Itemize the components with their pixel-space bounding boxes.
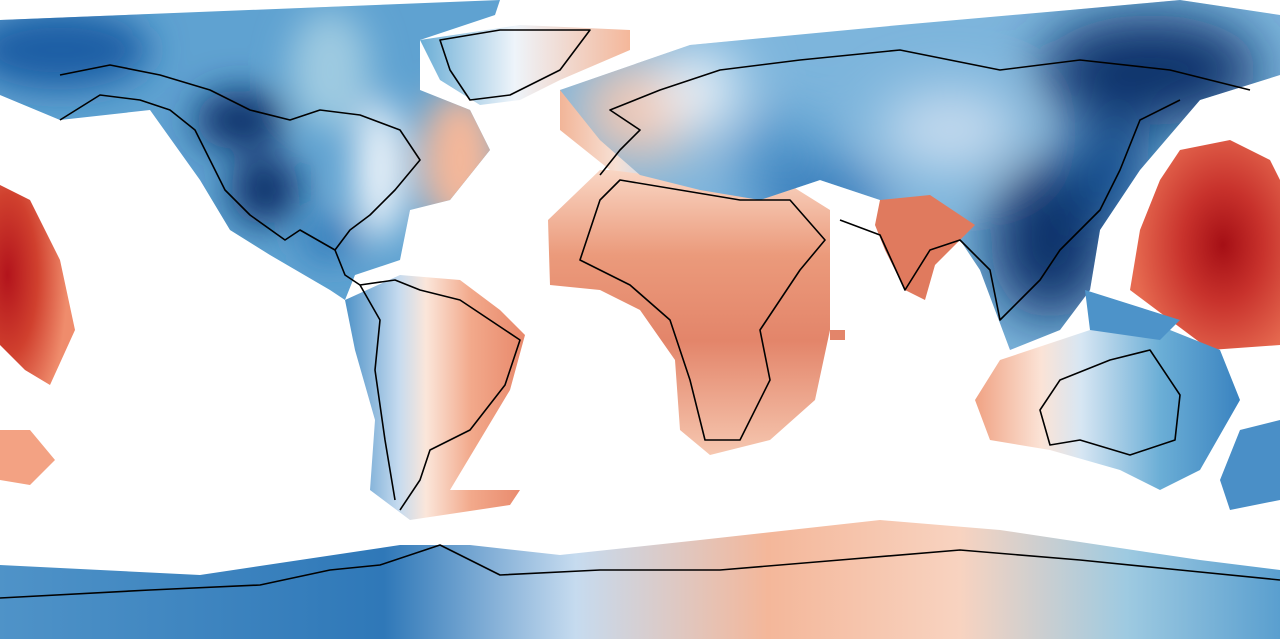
africa-field <box>548 170 830 455</box>
coastline <box>439 29 591 101</box>
indonesia-field <box>1085 290 1180 340</box>
pacific-warm-west <box>0 185 75 385</box>
coastline <box>59 64 421 251</box>
coastline <box>1039 349 1181 456</box>
coastline <box>334 249 521 511</box>
coastline <box>599 49 1251 176</box>
coastline <box>839 99 1181 321</box>
island-field <box>830 330 845 340</box>
pacific-warm-south <box>0 430 55 485</box>
coastline <box>579 179 826 441</box>
coastline <box>359 284 396 501</box>
coastlines <box>0 29 1280 599</box>
pacific-warm-east <box>1130 140 1280 350</box>
antarctica-field <box>0 520 1280 639</box>
south-america-field <box>345 275 525 520</box>
greenland-field <box>420 25 630 105</box>
new-zealand-field <box>1220 420 1280 510</box>
australia-field <box>975 320 1240 490</box>
india-field <box>875 195 975 300</box>
coastline <box>0 544 1280 599</box>
